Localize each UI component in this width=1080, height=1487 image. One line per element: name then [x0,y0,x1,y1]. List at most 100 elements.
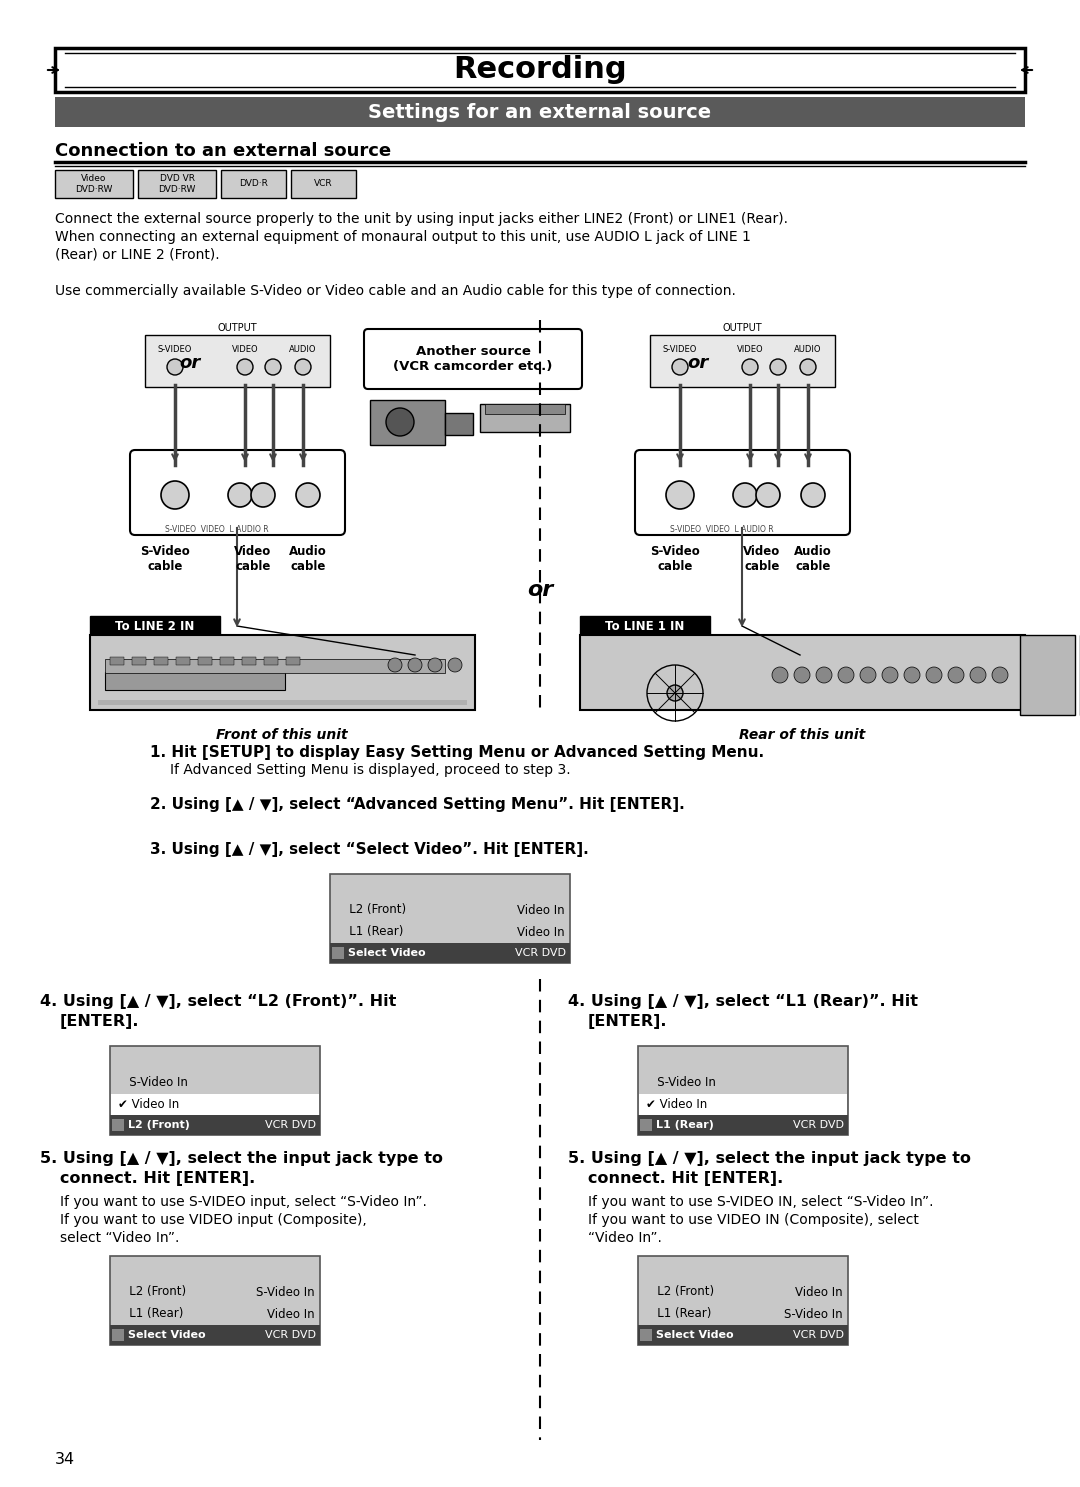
FancyBboxPatch shape [130,451,345,535]
Text: 5. Using [▲ / ▼], select the input jack type to: 5. Using [▲ / ▼], select the input jack … [568,1151,971,1166]
Text: L1 (Rear): L1 (Rear) [646,1307,712,1320]
Text: S-Video
cable: S-Video cable [140,546,190,572]
Text: S-Video In: S-Video In [784,1307,843,1320]
Bar [112,1329,124,1341]
Bar [110,657,124,665]
Circle shape [167,358,183,375]
Text: connect. Hit [ENTER].: connect. Hit [ENTER]. [588,1170,783,1187]
Bar [110,1257,320,1346]
Text: S-VIDEO  VIDEO  L AUDIO R: S-VIDEO VIDEO L AUDIO R [670,525,773,534]
Bar [640,1329,652,1341]
Text: Video In: Video In [517,925,565,938]
Bar [111,1094,319,1115]
Text: Audio
cable: Audio cable [794,546,832,572]
Circle shape [667,686,683,700]
Bar [445,413,473,436]
Text: 3. Using [▲ / ▼], select “Select Video”. Hit [ENTER].: 3. Using [▲ / ▼], select “Select Video”.… [150,842,589,857]
Bar [111,1282,319,1303]
Circle shape [161,480,189,509]
Text: Select Video: Select Video [129,1329,205,1340]
Bar [640,1120,652,1132]
Text: S-Video
cable: S-Video cable [650,546,700,572]
Text: VIDEO: VIDEO [737,345,764,354]
Bar [580,635,1025,709]
Circle shape [772,668,788,683]
Text: ✔ Video In: ✔ Video In [646,1097,707,1111]
Circle shape [801,483,825,507]
Bar [639,1094,847,1115]
Text: 4. Using [▲ / ▼], select “L1 (Rear)”. Hit: 4. Using [▲ / ▼], select “L1 (Rear)”. Hi… [568,993,918,1010]
Text: VCR DVD: VCR DVD [265,1120,316,1130]
Bar [112,1120,124,1132]
Text: Rear of this unit: Rear of this unit [739,729,865,742]
Circle shape [672,358,688,375]
Bar [98,700,467,705]
Text: L2 (Front): L2 (Front) [118,1285,186,1298]
Circle shape [742,358,758,375]
Text: 4. Using [▲ / ▼], select “L2 (Front)”. Hit: 4. Using [▲ / ▼], select “L2 (Front)”. H… [40,993,396,1010]
Text: VCR DVD: VCR DVD [515,949,566,958]
Bar [638,1325,848,1346]
Text: 2. Using [▲ / ▼], select “Advanced Setting Menu”. Hit [ENTER].: 2. Using [▲ / ▼], select “Advanced Setti… [150,797,685,812]
Bar [154,657,168,665]
Bar [55,97,1025,126]
Text: When connecting an external equipment of monaural output to this unit, use AUDIO: When connecting an external equipment of… [55,230,751,244]
Circle shape [816,668,832,683]
Text: [ENTER].: [ENTER]. [588,1014,667,1029]
Bar [330,943,570,964]
Bar [138,170,216,198]
Bar [330,900,569,920]
Text: VCR: VCR [314,180,333,189]
Text: Settings for an external source: Settings for an external source [368,103,712,122]
Bar [198,657,212,665]
Text: DVD VR
DVD·RW: DVD VR DVD·RW [159,174,195,193]
Bar [145,335,330,387]
Circle shape [993,668,1008,683]
Text: S-VIDEO: S-VIDEO [158,345,192,354]
Bar [650,335,835,387]
Text: S-VIDEO: S-VIDEO [663,345,698,354]
Bar [638,1257,848,1346]
Circle shape [800,358,816,375]
Circle shape [265,358,281,375]
Text: L2 (Front): L2 (Front) [129,1120,190,1130]
Bar [220,657,234,665]
Bar [485,404,565,413]
Text: AUDIO: AUDIO [794,345,822,354]
Circle shape [388,659,402,672]
Bar [176,657,190,665]
Text: Connection to an external source: Connection to an external source [55,141,391,161]
Bar [132,657,146,665]
Text: or: or [687,354,708,372]
Bar [221,170,286,198]
Circle shape [770,358,786,375]
Bar [90,635,475,709]
Bar [110,1115,320,1135]
Text: To LINE 2 IN: To LINE 2 IN [116,620,194,633]
Bar [264,657,278,665]
Text: Recording: Recording [454,55,626,85]
Text: Video In: Video In [268,1307,315,1320]
Bar [480,404,570,433]
Text: or: or [179,354,201,372]
Text: To LINE 1 IN: To LINE 1 IN [605,620,685,633]
Bar [638,1115,848,1135]
Text: L1 (Rear): L1 (Rear) [118,1307,184,1320]
Bar [1020,635,1075,715]
Bar [370,400,445,445]
Bar [55,170,133,198]
Bar [286,657,300,665]
Bar [242,657,256,665]
Text: S-Video In: S-Video In [256,1285,315,1298]
Bar [55,48,1025,92]
Text: ✔ Video In: ✔ Video In [118,1097,179,1111]
Bar [638,1045,848,1135]
Bar [291,170,356,198]
Circle shape [926,668,942,683]
Bar [105,672,285,690]
Text: Use commercially available S-Video or Video cable and an Audio cable for this ty: Use commercially available S-Video or Vi… [55,284,735,297]
Bar [330,922,569,943]
Circle shape [448,659,462,672]
Text: Video
cable: Video cable [234,546,272,572]
Circle shape [428,659,442,672]
